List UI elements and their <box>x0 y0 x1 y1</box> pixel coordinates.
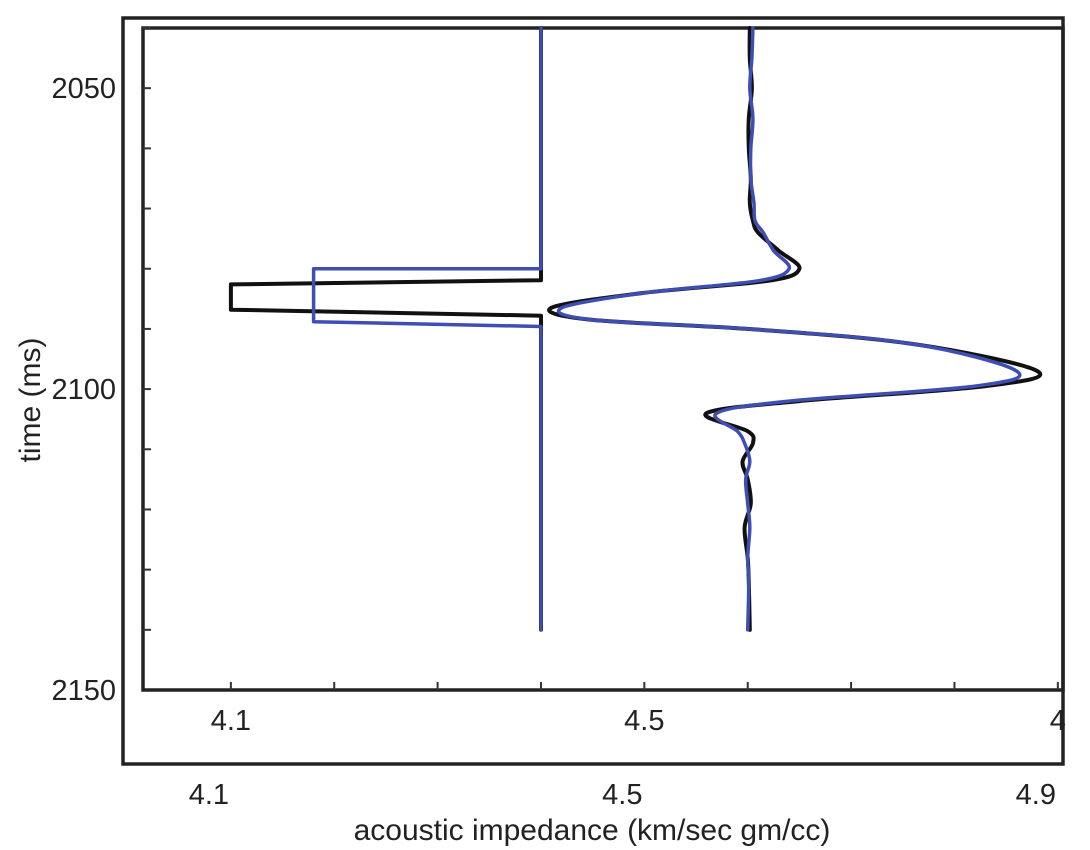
inner-axes-frame <box>141 26 1065 692</box>
y-tick-label: 2100 <box>51 374 116 406</box>
series-line-3 <box>547 26 1043 632</box>
tick-labels: 2050 2100 2150 4.1 4.5 4 4.1 4.5 4.9 <box>51 73 1065 811</box>
outer-x-tick-label: 4.9 <box>1016 779 1056 811</box>
inner-x-tick-label: 4 <box>1050 705 1066 737</box>
series-line-4 <box>556 26 1022 632</box>
y-tick-label: 2050 <box>51 73 116 105</box>
series-line-2 <box>311 26 543 632</box>
series-line-1 <box>228 26 543 632</box>
tick-marks <box>143 27 1059 690</box>
series-layer <box>228 26 1043 632</box>
y-axis-label: time (ms) <box>14 338 47 463</box>
y-tick-label: 2150 <box>51 675 116 707</box>
outer-x-tick-label: 4.1 <box>189 779 229 811</box>
inner-x-tick-label: 4.5 <box>624 705 664 737</box>
inner-x-tick-label: 4.1 <box>211 705 251 737</box>
outer-x-tick-label: 4.5 <box>602 779 642 811</box>
x-axis-label: acoustic impedance (km/sec gm/cc) <box>354 814 831 847</box>
